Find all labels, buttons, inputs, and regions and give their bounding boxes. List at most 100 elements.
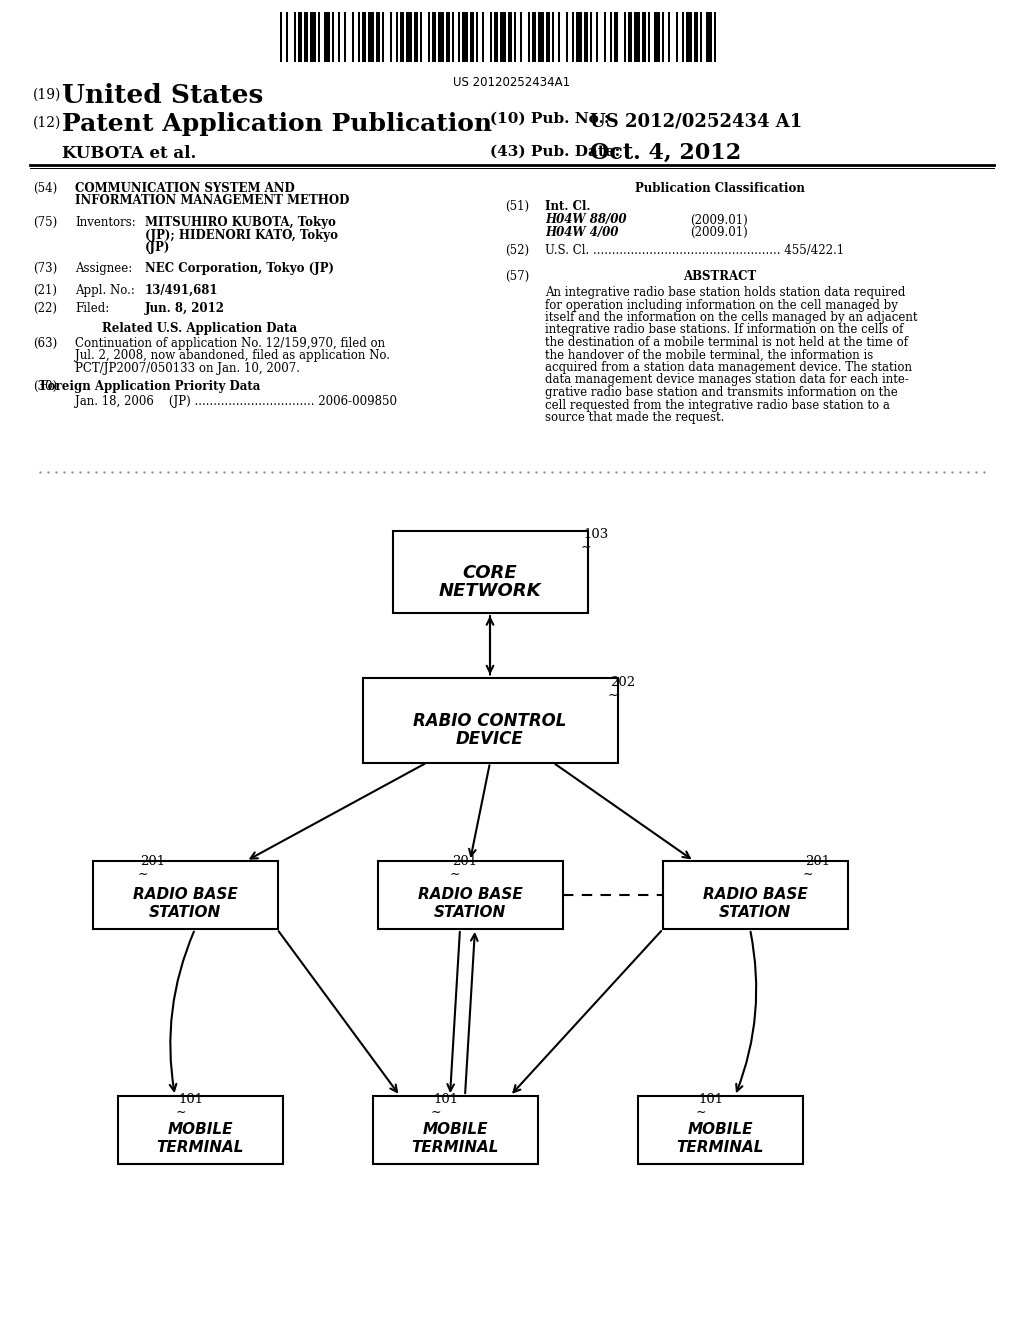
Bar [663,861,848,929]
Bar [470,12,474,62]
Text: 103: 103 [583,528,608,541]
Text: source that made the request.: source that made the request. [545,411,724,424]
Bar [324,12,330,62]
Bar [304,12,308,62]
Text: INFORMATION MANAGEMENT METHOD: INFORMATION MANAGEMENT METHOD [75,194,349,207]
Bar [566,12,568,62]
Text: Appl. No.:: Appl. No.: [75,284,135,297]
Text: MOBILE: MOBILE [422,1122,487,1137]
Bar [590,12,592,62]
Text: Assignee:: Assignee: [75,261,132,275]
Bar [604,12,606,62]
Text: US 2012/0252434 A1: US 2012/0252434 A1 [590,112,802,129]
Text: Jul. 2, 2008, now abandoned, filed as application No.: Jul. 2, 2008, now abandoned, filed as ap… [75,350,390,363]
Text: Filed:: Filed: [75,302,110,315]
Text: United States: United States [62,83,263,108]
Text: An integrative radio base station holds station data required: An integrative radio base station holds … [545,286,905,300]
Text: ∼: ∼ [803,869,813,880]
Bar [298,12,302,62]
Bar [352,12,354,62]
Bar [452,12,454,62]
Bar [432,12,436,62]
Bar [638,1096,803,1164]
Text: (75): (75) [33,216,57,228]
Text: Related U.S. Application Data: Related U.S. Application Data [102,322,298,335]
Text: KUBOTA et al.: KUBOTA et al. [62,145,197,162]
Bar [476,12,478,62]
Bar [694,12,698,62]
Bar [376,12,380,62]
Bar [572,12,574,62]
Bar [532,12,536,62]
Text: (51): (51) [505,201,529,213]
Text: CORE: CORE [463,564,517,582]
Text: H04W 88/00: H04W 88/00 [545,214,627,227]
Text: ∼: ∼ [696,1106,707,1119]
Bar [428,12,430,62]
Text: U.S. Cl. .................................................. 455/422.1: U.S. Cl. ...............................… [545,244,844,257]
Text: data management device manages station data for each inte-: data management device manages station d… [545,374,909,387]
Bar [390,12,392,62]
Text: ∼: ∼ [450,869,461,880]
Text: itself and the information on the cells managed by an adjacent: itself and the information on the cells … [545,312,918,323]
Bar [118,1096,283,1164]
Text: NEC Corporation, Tokyo (JP): NEC Corporation, Tokyo (JP) [145,261,334,275]
Bar [624,12,626,62]
Text: ∼: ∼ [581,541,592,554]
Bar [668,12,670,62]
Bar [310,12,316,62]
Bar [528,12,530,62]
Bar [686,12,692,62]
Bar [406,12,412,62]
Bar [92,861,278,929]
Text: TERMINAL: TERMINAL [157,1140,244,1155]
Text: (73): (73) [33,261,57,275]
Text: grative radio base station and transmits information on the: grative radio base station and transmits… [545,385,898,399]
Bar [462,12,468,62]
Text: ∼: ∼ [608,689,618,702]
Text: acquired from a station data management device. The station: acquired from a station data management … [545,360,912,374]
Text: Patent Application Publication: Patent Application Publication [62,112,493,136]
Bar [538,12,544,62]
Text: RADIO BASE: RADIO BASE [702,887,807,902]
Text: 201: 201 [452,855,477,869]
Text: (63): (63) [33,337,57,350]
Text: 101: 101 [178,1093,203,1106]
Bar [662,12,664,62]
Text: 101: 101 [698,1093,723,1106]
Bar [286,12,288,62]
Bar [546,12,550,62]
Text: 202: 202 [610,676,635,689]
Text: DEVICE: DEVICE [456,730,524,748]
Text: ∼: ∼ [138,869,148,880]
Bar [676,12,678,62]
Text: RADIO BASE: RADIO BASE [133,887,238,902]
Text: (57): (57) [505,271,529,282]
Bar [514,12,516,62]
Bar [558,12,560,62]
Text: (19): (19) [33,88,61,102]
Bar [332,12,334,62]
Bar [714,12,716,62]
Text: Publication Classification: Publication Classification [635,182,805,195]
Text: (JP); HIDENORI KATO, Tokyo: (JP); HIDENORI KATO, Tokyo [145,228,338,242]
Bar [575,12,582,62]
Bar [628,12,632,62]
Text: Continuation of application No. 12/159,970, filed on: Continuation of application No. 12/159,9… [75,337,385,350]
Text: (10) Pub. No.:: (10) Pub. No.: [490,112,609,125]
Bar [700,12,702,62]
Text: STATION: STATION [719,906,792,920]
Bar [654,12,660,62]
Text: MOBILE: MOBILE [687,1122,753,1137]
Text: Jun. 8, 2012: Jun. 8, 2012 [145,302,225,315]
Text: (12): (12) [33,116,61,129]
Bar [400,12,404,62]
Bar [368,12,374,62]
Text: RADIO BASE: RADIO BASE [418,887,522,902]
Bar [706,12,712,62]
Bar [338,12,340,62]
Text: 201: 201 [140,855,165,869]
Text: integrative radio base stations. If information on the cells of: integrative radio base stations. If info… [545,323,903,337]
Bar [614,12,618,62]
Text: STATION: STATION [434,906,506,920]
